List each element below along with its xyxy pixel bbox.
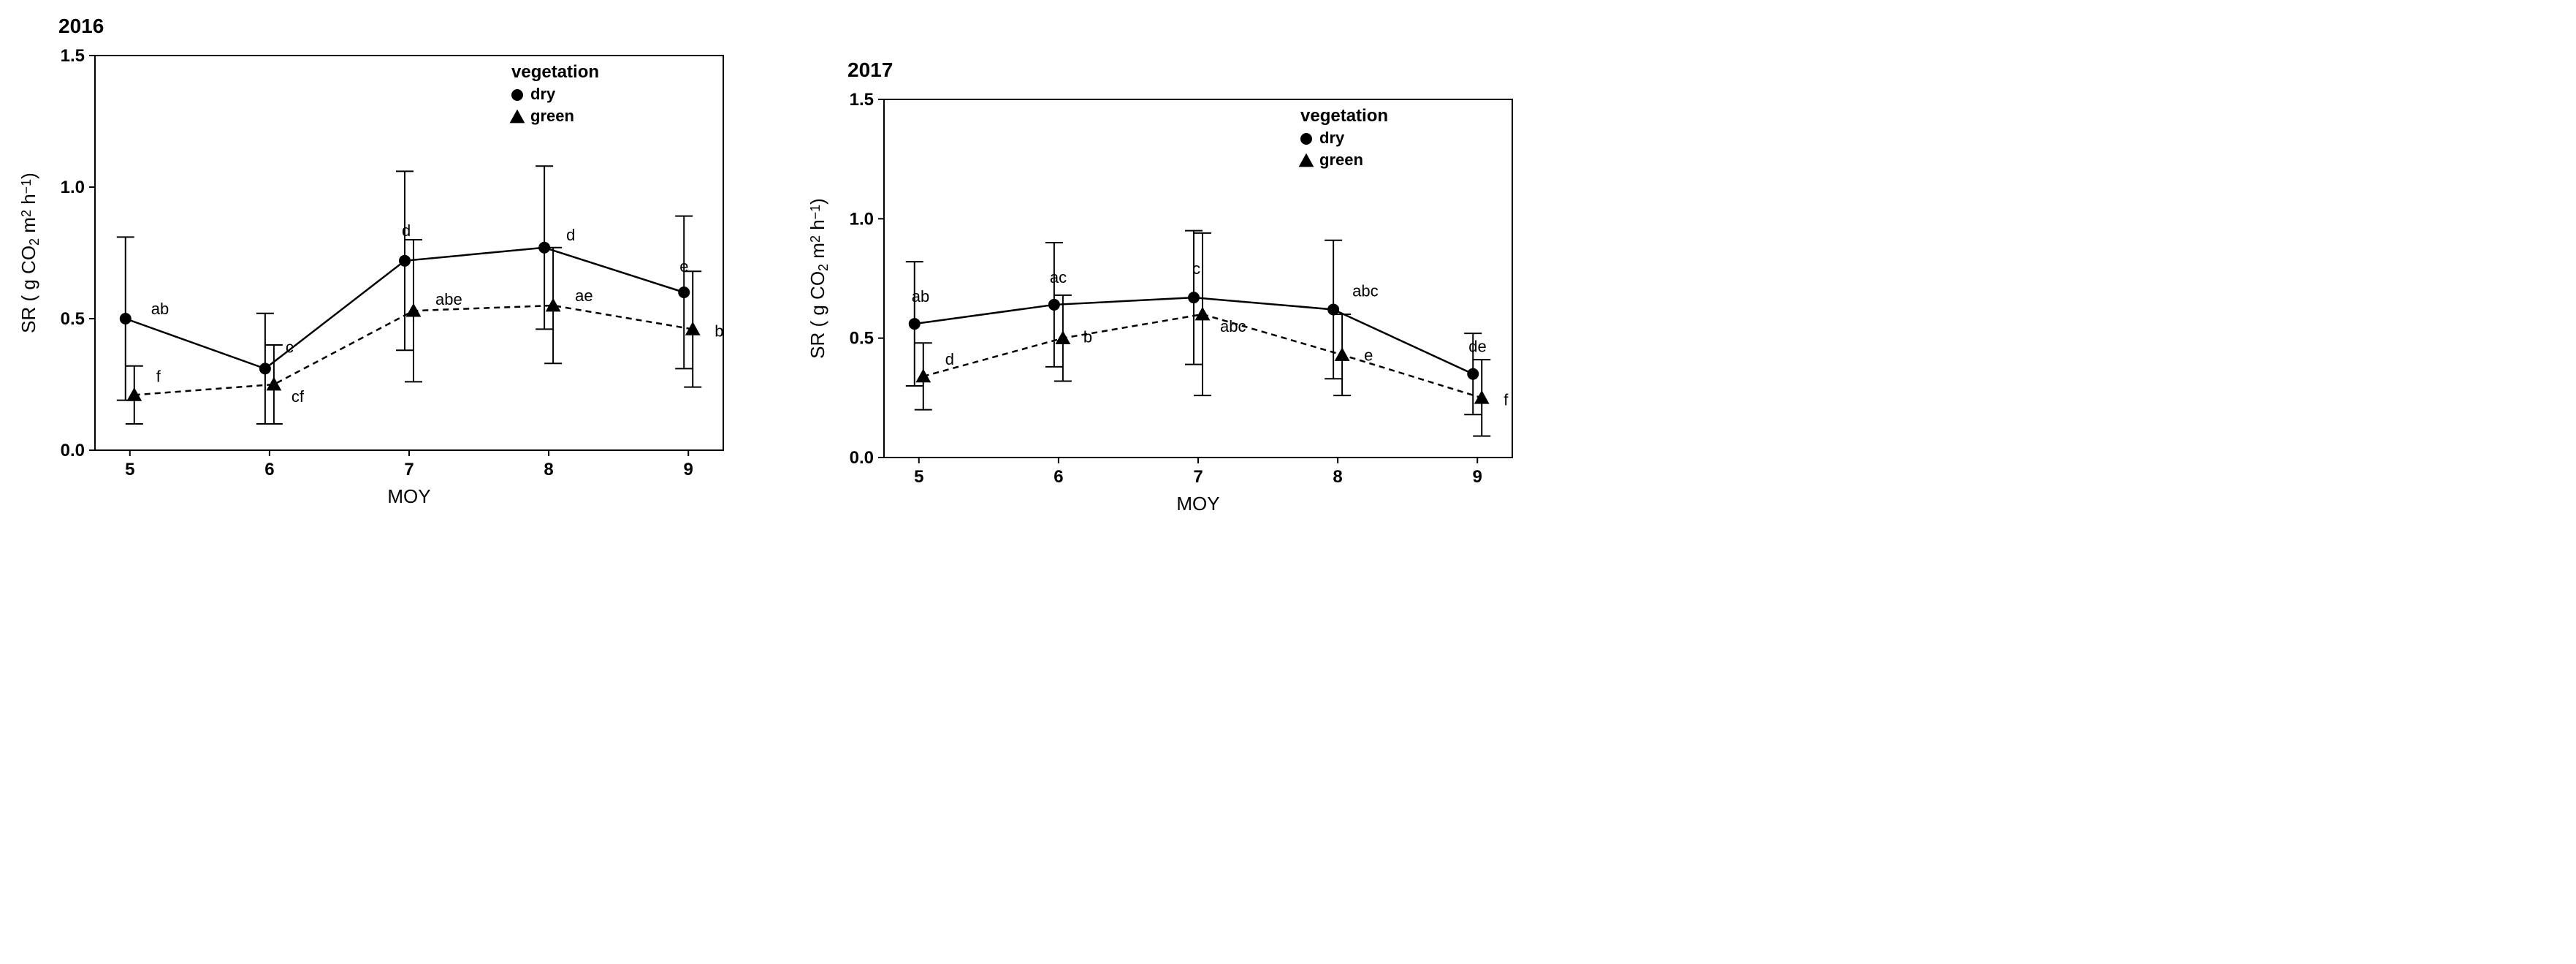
svg-text:MOY: MOY bbox=[387, 485, 430, 507]
panel-2016: 0.0 0.5 1.0 1.5 5 6 7 8 9 MOY SR ( g CO2 m2 h−1) ab… bbox=[15, 41, 745, 520]
svg-text:ae: ae bbox=[575, 286, 592, 305]
svg-text:8: 8 bbox=[544, 460, 553, 479]
svg-text:c: c bbox=[286, 338, 294, 356]
panel-2017: 0.0 0.5 1.0 1.5 5 6 7 8 9 MOY SR ( g CO2 m2 h−1) ab… bbox=[804, 85, 1534, 527]
svg-text:6: 6 bbox=[264, 460, 274, 479]
svg-text:green: green bbox=[530, 107, 574, 125]
svg-text:9: 9 bbox=[684, 460, 693, 479]
svg-text:1.0: 1.0 bbox=[850, 209, 874, 229]
svg-text:b: b bbox=[715, 322, 723, 340]
panel-2016-wrap: 2016 0.0 0.5 1.0 1.5 5 6 7 8 9 MOY SR ( g CO2 m2 h… bbox=[15, 15, 745, 520]
svg-text:1.5: 1.5 bbox=[850, 90, 874, 110]
svg-text:de: de bbox=[1468, 338, 1486, 356]
svg-text:SR ( g CO2 m2 h−1): SR ( g CO2 m2 h−1) bbox=[807, 198, 831, 359]
svg-text:9: 9 bbox=[1473, 467, 1482, 487]
svg-text:d: d bbox=[566, 226, 575, 244]
svg-text:0.0: 0.0 bbox=[61, 441, 85, 460]
svg-text:SR ( g CO2 m2 h−1): SR ( g CO2 m2 h−1) bbox=[18, 172, 42, 333]
svg-text:e: e bbox=[1364, 346, 1373, 365]
svg-text:d: d bbox=[945, 350, 954, 368]
svg-text:abc: abc bbox=[1352, 281, 1378, 300]
svg-text:7: 7 bbox=[404, 460, 414, 479]
svg-text:abe: abe bbox=[435, 290, 462, 308]
panel-title-2017: 2017 bbox=[847, 58, 1534, 82]
svg-text:ac: ac bbox=[1050, 268, 1067, 286]
svg-text:5: 5 bbox=[125, 460, 134, 479]
svg-text:cf: cf bbox=[291, 387, 305, 406]
svg-text:dry: dry bbox=[530, 85, 556, 103]
svg-text:0.0: 0.0 bbox=[850, 448, 874, 468]
svg-text:7: 7 bbox=[1193, 467, 1203, 487]
svg-text:0.5: 0.5 bbox=[850, 329, 874, 349]
svg-text:ab: ab bbox=[912, 287, 929, 305]
svg-text:d: d bbox=[402, 221, 411, 240]
svg-text:8: 8 bbox=[1333, 467, 1342, 487]
svg-text:dry: dry bbox=[1319, 129, 1345, 147]
svg-text:vegetation: vegetation bbox=[1300, 106, 1388, 126]
panel-title-2016: 2016 bbox=[58, 15, 745, 38]
chart-container: 2016 0.0 0.5 1.0 1.5 5 6 7 8 9 MOY SR ( g CO2 m2 h… bbox=[15, 15, 2561, 527]
svg-text:f: f bbox=[156, 367, 161, 385]
svg-text:green: green bbox=[1319, 151, 1363, 169]
svg-text:MOY: MOY bbox=[1176, 493, 1219, 515]
svg-text:1.0: 1.0 bbox=[61, 178, 85, 197]
svg-text:vegetation: vegetation bbox=[511, 62, 599, 82]
panel-2017-wrap: 2017 0.0 0.5 1.0 1.5 5 6 7 8 9 MOY SR ( g CO2 m2 h… bbox=[804, 58, 1534, 527]
svg-text:c: c bbox=[1192, 259, 1200, 278]
svg-text:1.5: 1.5 bbox=[61, 46, 85, 66]
svg-text:abc: abc bbox=[1220, 317, 1246, 335]
svg-text:f: f bbox=[1504, 390, 1509, 409]
svg-text:5: 5 bbox=[914, 467, 923, 487]
svg-text:6: 6 bbox=[1053, 467, 1063, 487]
svg-text:e: e bbox=[679, 257, 688, 276]
svg-text:b: b bbox=[1083, 328, 1092, 346]
svg-text:0.5: 0.5 bbox=[61, 309, 85, 329]
svg-text:ab: ab bbox=[151, 300, 169, 318]
